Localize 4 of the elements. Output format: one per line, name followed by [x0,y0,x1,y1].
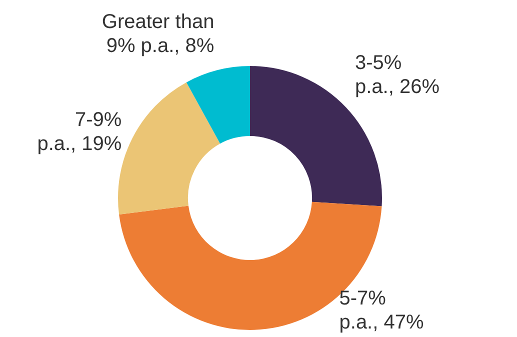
slice-label: Greater than 9% p.a., 8% [102,11,214,58]
slice-label: 7-9% p.a., 19% [37,109,122,156]
slice-label: 3-5% p.a., 26% [354,52,440,98]
slice-label: 5-7% p.a., 47% [339,288,424,334]
